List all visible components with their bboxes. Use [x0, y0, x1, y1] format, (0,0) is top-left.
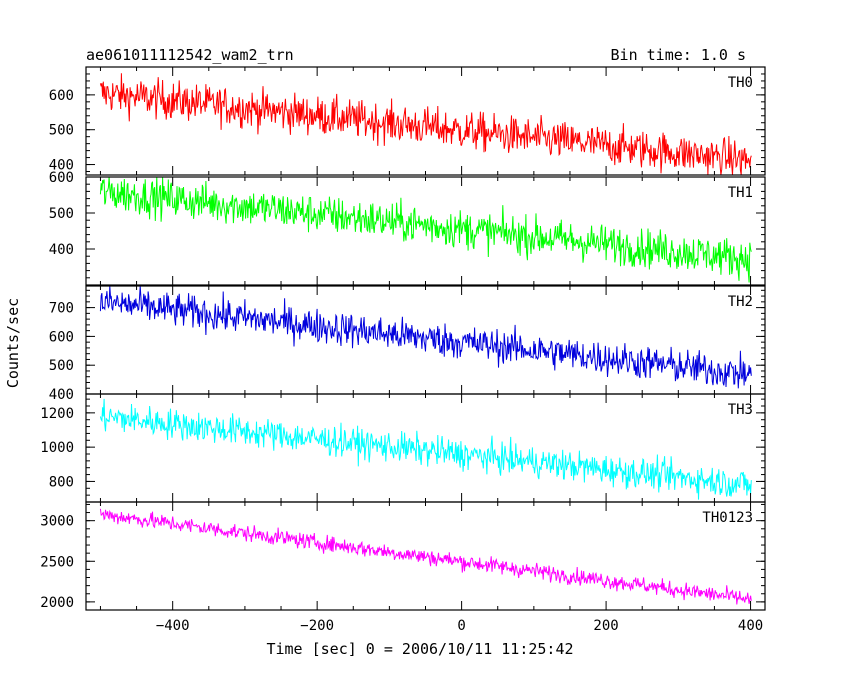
y-tick-label: 2500 [40, 554, 74, 570]
y-tick-label: 500 [49, 206, 74, 222]
y-axis-label: Counts/sec [4, 298, 22, 388]
panel-th2: 400 500 600 700 TH2 [49, 285, 766, 403]
panel-name-label: TH1 [728, 185, 753, 201]
panel-name-label: TH0 [728, 75, 753, 91]
y-tick-label: 400 [49, 387, 74, 403]
y-tick-label: 600 [49, 329, 74, 345]
y-tick-label: 500 [49, 123, 74, 139]
x-tick-label: −400 [156, 618, 190, 634]
y-tick-label: 3000 [40, 514, 74, 530]
y-tick-label: 800 [49, 474, 74, 490]
panel-th0: 400 500 600 TH0 [49, 66, 766, 176]
series-line-th3 [99, 398, 752, 500]
y-tick-label: 600 [49, 88, 74, 104]
panel-name-label: TH2 [728, 294, 753, 310]
chart-title: ae061011112542_wam2_trn [86, 46, 294, 64]
x-tick-label: 0 [457, 618, 465, 634]
x-axis-label: Time [sec] 0 = 2006/10/11 11:25:42 [266, 640, 573, 658]
x-axis-ticks: −400 −200 0 200 400 [156, 618, 763, 634]
y-tick-label: 500 [49, 358, 74, 374]
y-tick-label: 400 [49, 242, 74, 258]
x-tick-label: 200 [593, 618, 618, 634]
panel-th1: 400 500 600 TH1 [49, 170, 766, 286]
panel-th0123: 2000 2500 3000 TH0123 [40, 501, 766, 611]
y-tick-label: 700 [49, 301, 74, 317]
x-tick-label: 400 [738, 618, 763, 634]
bin-time-label: Bin time: 1.0 s [611, 46, 746, 64]
panel-th3: 800 1000 1200 TH3 [40, 393, 766, 503]
panel-frame [85, 501, 766, 611]
panels: 400 500 600 TH0 400 500 600 TH1 400 500 600 700 TH2 8… [40, 66, 766, 611]
y-tick-label: 400 [49, 158, 74, 174]
y-tick-label: 600 [49, 170, 74, 186]
y-tick-label: 2000 [40, 595, 74, 611]
series-line-th2 [99, 285, 752, 389]
panel-name-label: TH3 [728, 402, 753, 418]
series-line-th1 [99, 176, 752, 283]
series-line-th0123 [99, 508, 752, 605]
series-line-th0 [99, 73, 752, 176]
panel-name-label: TH0123 [702, 510, 753, 526]
y-tick-label: 1200 [40, 406, 74, 422]
y-tick-label: 1000 [40, 440, 74, 456]
x-tick-label: −200 [300, 618, 334, 634]
